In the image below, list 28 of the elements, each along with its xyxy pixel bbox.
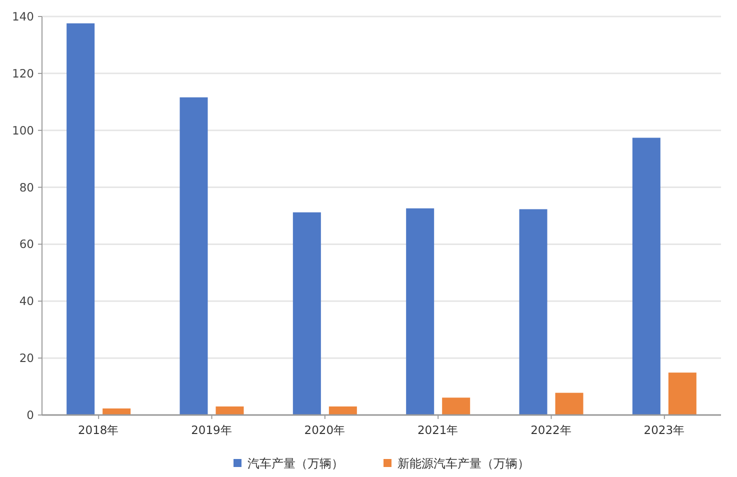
y-tick-label: 140 [12, 10, 34, 24]
bar [519, 209, 548, 415]
legend-label: 新能源汽车产量（万辆） [398, 456, 530, 470]
bar [66, 23, 95, 415]
bar [216, 406, 244, 415]
x-tick-label: 2019年 [191, 423, 232, 437]
y-tick-label: 120 [12, 66, 34, 80]
x-tick-label: 2020年 [304, 423, 346, 437]
legend-label: 汽车产量（万辆） [248, 456, 344, 470]
y-tick-label: 20 [19, 351, 34, 366]
y-tick-label: 40 [19, 294, 34, 308]
bar [668, 372, 696, 415]
y-tick-label: 0 [26, 408, 34, 422]
x-tick-label: 2018年 [78, 423, 120, 437]
y-tick-label: 60 [19, 237, 34, 252]
x-tick-label: 2022年 [530, 423, 572, 437]
x-tick-label: 2023年 [644, 423, 686, 437]
bar [555, 392, 584, 415]
bar [102, 408, 131, 415]
bar [442, 398, 470, 415]
y-tick-label: 100 [12, 123, 34, 138]
bar [632, 138, 660, 415]
y-tick-label: 80 [19, 180, 34, 194]
x-tick-label: 2021年 [417, 423, 459, 437]
bar [328, 406, 357, 415]
bar [292, 212, 321, 415]
bar [180, 97, 208, 415]
bar [406, 208, 434, 415]
